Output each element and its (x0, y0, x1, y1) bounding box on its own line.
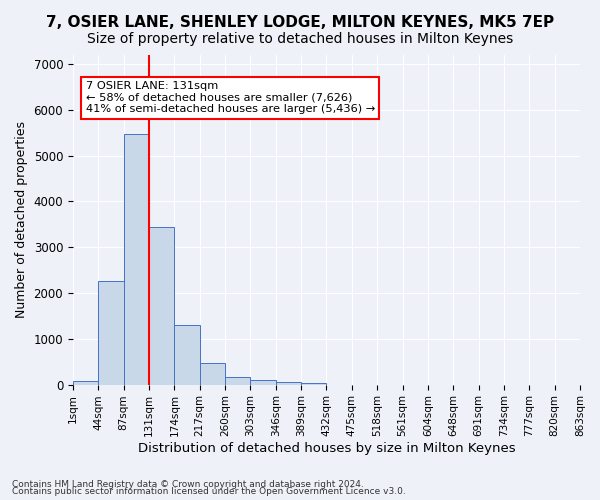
Bar (98, 280, 124, 384)
Bar (200, 363, 225, 384)
Bar (73, 381, 98, 384)
Text: 7, OSIER LANE, SHENLEY LODGE, MILTON KEYNES, MK5 7EP: 7, OSIER LANE, SHENLEY LODGE, MILTON KEY… (46, 15, 554, 30)
Bar (225, 377, 250, 384)
Text: Contains HM Land Registry data © Crown copyright and database right 2024.: Contains HM Land Registry data © Crown c… (12, 480, 364, 489)
Text: Contains public sector information licensed under the Open Government Licence v3: Contains public sector information licen… (12, 487, 406, 496)
Text: 7 OSIER LANE: 131sqm
← 58% of detached houses are smaller (7,626)
41% of semi-de: 7 OSIER LANE: 131sqm ← 58% of detached h… (86, 81, 375, 114)
Bar (175, 324, 200, 384)
Bar (301, 383, 326, 384)
Bar (124, 134, 149, 384)
X-axis label: Distribution of detached houses by size in Milton Keynes: Distribution of detached houses by size … (137, 442, 515, 455)
Bar (250, 380, 276, 384)
Bar (149, 227, 175, 384)
Y-axis label: Number of detached properties: Number of detached properties (15, 122, 28, 318)
Text: Size of property relative to detached houses in Milton Keynes: Size of property relative to detached ho… (87, 32, 513, 46)
Bar (276, 382, 301, 384)
